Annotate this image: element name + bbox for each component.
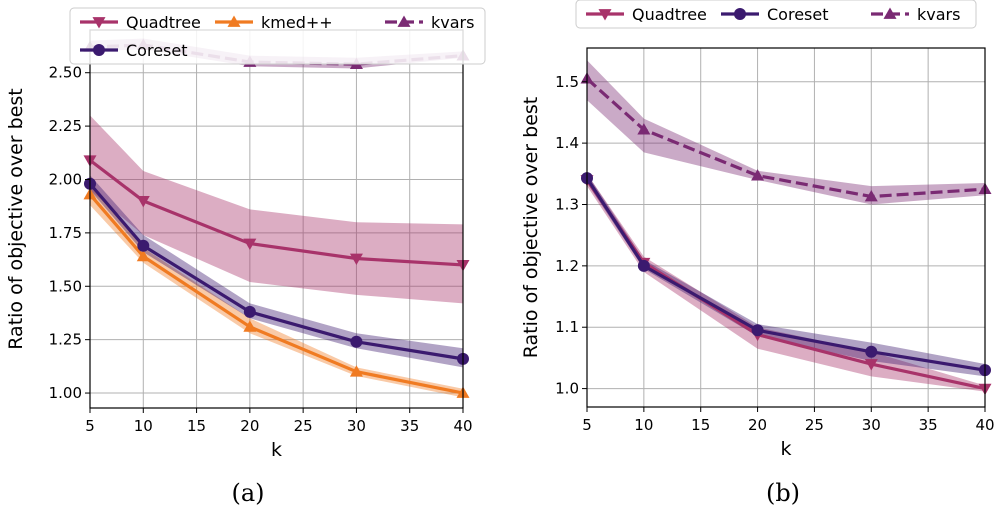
chart-a-ytick-label-1: 1.25 xyxy=(49,331,82,349)
chart-a-ytick-label-5: 2.25 xyxy=(49,117,82,135)
chart-a-point-0-2 xyxy=(243,238,257,251)
chart-a-ytick-label-3: 1.75 xyxy=(49,224,82,242)
chart-a-point-0-3 xyxy=(349,253,363,266)
chart-b-band-2 xyxy=(587,60,985,205)
chart-a-xtick-label-6: 35 xyxy=(400,417,419,435)
chart-a-legend-label-0: Quadtree xyxy=(126,13,201,32)
chart-a-xtick-label-1: 10 xyxy=(134,417,153,435)
chart-b-point-1-2 xyxy=(751,324,764,337)
chart-a-legend-label-3: Coreset xyxy=(126,41,187,60)
chart-b-legend-marker-2 xyxy=(883,7,897,19)
chart-a-xlabel: k xyxy=(271,439,282,461)
chart-b-point-1-1 xyxy=(637,259,650,272)
chart-b-point-1-3 xyxy=(865,345,878,358)
chart-b-ytick-label-1: 1.1 xyxy=(555,318,579,336)
chart-a-legend-marker-1 xyxy=(227,15,241,27)
chart-b-ylabel: Ratio of objective over best xyxy=(520,97,542,358)
chart-b-legend-label-0: Quadtree xyxy=(632,5,707,24)
chart-b-xtick-label-5: 30 xyxy=(862,416,881,434)
chart-a: 5 10 15 20 25 30 35 40 1.00 1.25 1.50 1.75 2.00 2.25 2… xyxy=(5,7,486,507)
chart-a-caption: (a) xyxy=(231,479,264,507)
chart-b-point-2-1 xyxy=(637,123,651,135)
chart-b-legend-marker-1 xyxy=(734,8,746,20)
chart-b-legend-label-2: kvars xyxy=(917,5,960,24)
chart-a-ylabel: Ratio of objective over best xyxy=(5,88,27,349)
chart-b-xtick-label-2: 15 xyxy=(691,416,710,434)
chart-a-ytick-label-4: 2.00 xyxy=(49,170,82,188)
chart-a-point-3-3 xyxy=(350,335,363,348)
chart-b-legend xyxy=(575,0,977,29)
chart-a-xtick-label-2: 15 xyxy=(187,417,206,435)
chart-b-band-0 xyxy=(587,173,985,392)
chart-b-xtick-label-6: 35 xyxy=(919,416,938,434)
chart-a-ytick-label-0: 1.00 xyxy=(49,384,82,402)
chart-b-ytick-label-4: 1.4 xyxy=(555,134,579,152)
chart-b-point-2-3 xyxy=(864,190,878,202)
chart-b-xtick-label-4: 25 xyxy=(805,416,824,434)
chart-b-point-2-2 xyxy=(751,169,765,181)
chart-b-ytick-label-5: 1.5 xyxy=(555,73,579,91)
chart-a-legend-marker-0 xyxy=(92,17,106,29)
chart-a-point-0-1 xyxy=(136,195,150,208)
chart-b-legend-marker-0 xyxy=(598,9,612,21)
chart-a-legend-marker-3 xyxy=(93,44,105,56)
chart-a-legend-label-2: kvars xyxy=(431,13,474,32)
chart-b-ytick-label-0: 1.0 xyxy=(555,380,579,398)
chart-b-xtick-label-0: 5 xyxy=(582,416,592,434)
chart-a-xtick-label-4: 25 xyxy=(294,417,313,435)
chart-b-ytick-label-3: 1.3 xyxy=(555,195,579,213)
chart-b-frame xyxy=(586,47,986,408)
chart-a-xtick-label-3: 20 xyxy=(240,417,259,435)
chart-a-band-3 xyxy=(90,175,463,368)
chart-a-point-1-3 xyxy=(349,365,363,377)
chart-b-xtick-label-3: 20 xyxy=(748,416,767,434)
chart-b-xtick-label-1: 10 xyxy=(634,416,653,434)
chart-b: 5 10 15 20 25 30 35 40 1.0 1.1 1.2 1.3 1.4 1.5 k Ratio … xyxy=(520,0,995,507)
chart-b-ytick-label-2: 1.2 xyxy=(555,257,579,275)
chart-b-xtick-label-7: 40 xyxy=(975,416,994,434)
chart-b-legend-label-1: Coreset xyxy=(767,5,828,24)
chart-a-point-3-1 xyxy=(137,239,150,252)
chart-a-band-0 xyxy=(90,115,463,304)
chart-a-legend-label-1: kmed++ xyxy=(261,13,333,32)
chart-b-point-0-3 xyxy=(864,359,878,371)
chart-a-legend xyxy=(69,7,486,65)
chart-a-legend-marker-2 xyxy=(397,15,411,27)
chart-a-point-1-2 xyxy=(243,320,257,332)
chart-a-ytick-label-6: 2.50 xyxy=(49,64,82,82)
chart-a-point-1-1 xyxy=(136,249,150,262)
chart-a-xtick-label-0: 5 xyxy=(85,417,95,435)
chart-a-point-3-2 xyxy=(243,305,256,318)
chart-b-caption: (b) xyxy=(766,479,800,507)
chart-a-xtick-label-7: 40 xyxy=(453,417,472,435)
chart-b-xlabel: k xyxy=(780,438,791,460)
chart-a-xtick-label-5: 30 xyxy=(347,417,366,435)
chart-a-ytick-label-2: 1.50 xyxy=(49,277,82,295)
